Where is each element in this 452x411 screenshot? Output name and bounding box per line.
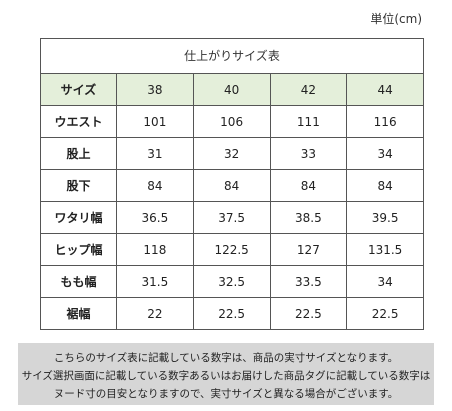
notice-line: ヌード寸の目安となりますので、実寸サイズと異なる場合がございます。: [53, 388, 399, 400]
table-cell: 84: [346, 169, 425, 202]
measurement-notice: こちらのサイズ表に記載している数字は、商品の実寸サイズとなります。 サイズ選択画…: [18, 343, 434, 405]
size-header-cell: 42: [269, 73, 348, 106]
table-cell: 37.5: [192, 201, 271, 234]
row-label: ウエスト: [40, 105, 117, 138]
table-row-waist: ウエスト 101 106 111 116: [40, 105, 425, 138]
table-cell: 106: [192, 105, 271, 138]
table-cell: 34: [346, 137, 425, 170]
table-row-hip-width: ヒップ幅 118 122.5 127 131.5: [40, 233, 425, 266]
table-cell: 118: [116, 233, 194, 266]
table-cell: 22.5: [346, 297, 425, 330]
table-cell: 31: [116, 137, 194, 170]
table-row-thigh-width: ワタリ幅 36.5 37.5 38.5 39.5: [40, 201, 425, 234]
table-cell: 122.5: [192, 233, 271, 266]
table-title-row: 仕上がりサイズ表: [39, 38, 425, 74]
table-cell: 111: [269, 105, 348, 138]
table-row-rise: 股上 31 32 33 34: [40, 137, 425, 170]
table-cell: 33.5: [269, 265, 348, 298]
table-cell: 22.5: [269, 297, 348, 330]
row-label: ワタリ幅: [40, 201, 117, 234]
table-row-inseam: 股下 84 84 84 84: [40, 169, 425, 202]
table-cell: 22.5: [192, 297, 271, 330]
table-cell: 39.5: [346, 201, 425, 234]
size-header-label: サイズ: [40, 73, 117, 106]
notice-line: こちらのサイズ表に記載している数字は、商品の実寸サイズとなります。: [53, 352, 399, 364]
row-label: 股下: [40, 169, 117, 202]
table-cell: 116: [346, 105, 425, 138]
size-header-cell: 40: [192, 73, 271, 106]
notice-line: サイズ選択画面に記載している数字あるいはお届けした商品タグに記載している数字は: [21, 370, 431, 382]
table-cell: 31.5: [116, 265, 194, 298]
row-label: ヒップ幅: [40, 233, 117, 266]
table-cell: 32: [192, 137, 271, 170]
table-cell: 36.5: [116, 201, 194, 234]
table-row-leg-width: もも幅 31.5 32.5 33.5 34: [40, 265, 425, 298]
size-header-cell: 38: [116, 73, 194, 106]
table-cell: 84: [192, 169, 271, 202]
table-cell: 101: [116, 105, 194, 138]
table-title: 仕上がりサイズ表: [39, 38, 425, 74]
size-header-cell: 44: [346, 73, 425, 106]
row-label: 裾幅: [40, 297, 117, 330]
table-cell: 84: [116, 169, 194, 202]
table-cell: 131.5: [346, 233, 425, 266]
table-row-hem-width: 裾幅 22 22.5 22.5 22.5: [40, 297, 425, 330]
table-cell: 32.5: [192, 265, 271, 298]
table-cell: 38.5: [269, 201, 348, 234]
table-cell: 34: [346, 265, 425, 298]
row-label: 股上: [40, 137, 117, 170]
size-header-row: サイズ 38 40 42 44: [40, 73, 425, 106]
row-label: もも幅: [40, 265, 117, 298]
unit-note: 単位(cm): [370, 12, 422, 26]
size-chart-table: 仕上がりサイズ表 サイズ 38 40 42 44 ウエスト 101 106 11…: [39, 38, 425, 330]
table-cell: 127: [269, 233, 348, 266]
table-cell: 84: [269, 169, 348, 202]
table-cell: 33: [269, 137, 348, 170]
table-cell: 22: [116, 297, 194, 330]
